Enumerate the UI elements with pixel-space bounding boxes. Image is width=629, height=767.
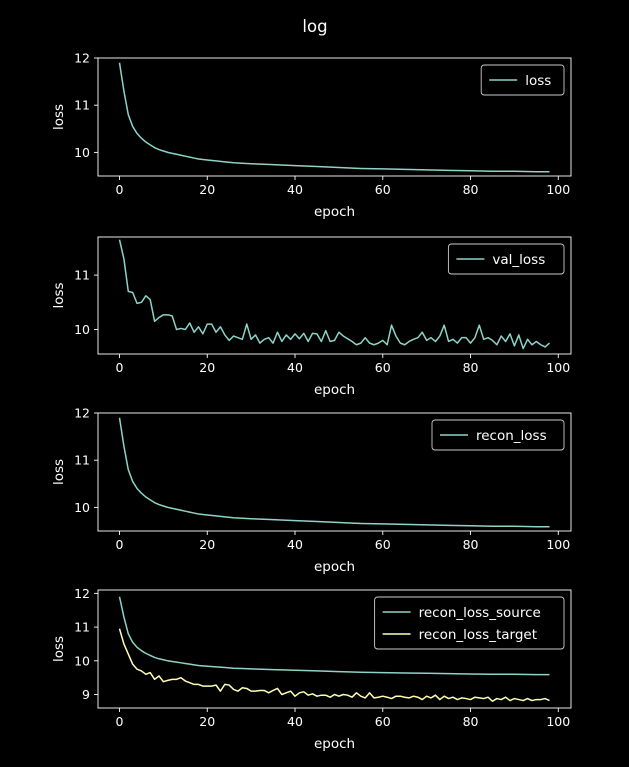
legend-entry-label: loss xyxy=(525,73,551,89)
legend-entry-label: recon_loss_source xyxy=(419,605,541,621)
series-line-loss xyxy=(118,62,550,173)
x-tick-label: 0 xyxy=(116,182,124,197)
x-tick-label: 60 xyxy=(375,537,391,552)
legend-box xyxy=(431,419,565,451)
legend-entry-label: recon_loss_target xyxy=(419,627,537,643)
subplot-3: 0 20 40 60 80 100 10 11 12 epoch loss recon_loss xyxy=(51,406,572,575)
series-line-recon-loss xyxy=(118,417,550,528)
y-tick-label: 12 xyxy=(74,406,90,421)
legend-box xyxy=(374,596,565,650)
series-line-recon-loss-target xyxy=(118,628,550,703)
x-tick-label: 60 xyxy=(375,714,391,729)
y-tick-label: 11 xyxy=(74,453,90,468)
x-tick-label: 20 xyxy=(199,537,215,552)
y-tick-label: 11 xyxy=(74,98,90,113)
legend-box xyxy=(480,64,565,96)
legend-entry-label: val_loss xyxy=(492,252,545,268)
x-tick-label: 40 xyxy=(287,182,303,197)
x-axis-label: epoch xyxy=(314,736,355,752)
y-tick-label: 12 xyxy=(74,586,90,601)
legend-box xyxy=(447,243,565,275)
x-tick-label: 60 xyxy=(375,360,391,375)
x-tick-label: 20 xyxy=(199,714,215,729)
x-tick-label: 20 xyxy=(199,182,215,197)
x-tick-label: 0 xyxy=(116,714,124,729)
x-tick-label: 0 xyxy=(116,537,124,552)
y-axis-label: loss xyxy=(51,104,67,130)
axes-frame xyxy=(97,57,572,177)
x-tick-label: 40 xyxy=(287,360,303,375)
x-tick-label: 80 xyxy=(463,537,479,552)
subplot-2: 0 20 40 60 80 100 10 11 epoch loss val_loss xyxy=(51,236,572,398)
x-axis-label: epoch xyxy=(314,204,355,220)
x-tick-label: 80 xyxy=(463,360,479,375)
x-tick-label: 100 xyxy=(546,537,570,552)
y-tick-label: 12 xyxy=(74,51,90,66)
y-tick-label: 10 xyxy=(74,145,90,160)
y-tick-label: 10 xyxy=(74,500,90,515)
series-line-recon-loss-source xyxy=(118,596,550,676)
y-tick-label: 10 xyxy=(74,322,90,337)
x-tick-label: 40 xyxy=(287,537,303,552)
x-tick-label: 60 xyxy=(375,182,391,197)
axes-frame xyxy=(97,412,572,532)
x-tick-label: 20 xyxy=(199,360,215,375)
x-axis-label: epoch xyxy=(314,382,355,398)
y-axis-label: loss xyxy=(51,282,67,308)
y-tick-label: 11 xyxy=(74,268,90,283)
x-tick-label: 0 xyxy=(116,360,124,375)
x-axis-label: epoch xyxy=(314,559,355,575)
x-tick-label: 100 xyxy=(546,182,570,197)
subplot-1: 0 20 40 60 80 100 10 11 12 epoch loss loss xyxy=(51,51,572,220)
x-tick-label: 100 xyxy=(546,714,570,729)
axes-frame xyxy=(97,236,572,355)
y-axis-label: loss xyxy=(51,636,67,662)
x-tick-label: 40 xyxy=(287,714,303,729)
y-tick-label: 11 xyxy=(74,620,90,635)
series-line-val-loss xyxy=(118,239,550,350)
y-axis-label: loss xyxy=(51,459,67,485)
subplot-4: 0 20 40 60 80 100 9 10 11 12 epoch loss recon_loss_s… xyxy=(51,586,572,752)
y-tick-label: 10 xyxy=(74,653,90,668)
legend-entry-label: recon_loss xyxy=(476,428,547,444)
axes-frame xyxy=(97,589,572,709)
x-tick-label: 80 xyxy=(463,182,479,197)
figure-title: log xyxy=(302,17,327,36)
y-tick-label: 9 xyxy=(82,687,90,702)
x-tick-label: 100 xyxy=(546,360,570,375)
x-tick-label: 80 xyxy=(463,714,479,729)
